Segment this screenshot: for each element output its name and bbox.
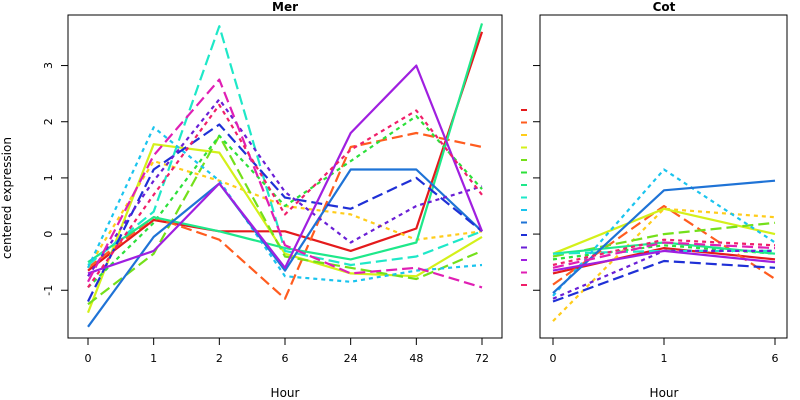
panel-cot-plot-frame bbox=[539, 14, 788, 339]
panel-mer-title: Mer bbox=[272, 0, 298, 14]
panel-cot-series-line-11 bbox=[552, 259, 776, 303]
panel-mer-series-line-13 bbox=[87, 64, 484, 275]
panel-cot-x-axis-title: Hour bbox=[650, 386, 679, 400]
panel-mer-series-line-6 bbox=[87, 114, 483, 289]
panel-mer-x-tick-label: 0 bbox=[85, 352, 92, 365]
panel-cot-series-line-10 bbox=[552, 179, 776, 294]
panel-mer-series-line-1 bbox=[87, 31, 484, 272]
y-tick-label: -1 bbox=[42, 285, 55, 296]
panel-cot-title: Cot bbox=[653, 0, 676, 14]
panel-cot-series-line-2 bbox=[552, 204, 776, 286]
panel-mer-x-tick-label: 48 bbox=[409, 352, 423, 365]
panel-cot-x-tick-label: 1 bbox=[661, 352, 668, 365]
panel-mer-series-line-15 bbox=[87, 103, 483, 289]
panel-cot-series-line-3 bbox=[552, 207, 776, 322]
panel-cot-series-line-4 bbox=[552, 207, 776, 255]
panel-mer-x-tick-label: 2 bbox=[216, 352, 223, 365]
y-tick-label: 0 bbox=[42, 231, 55, 238]
panel-mer-series-line-8 bbox=[87, 25, 483, 267]
panel-mer-series-line-5 bbox=[87, 134, 483, 306]
panel-mer-series-line-10 bbox=[87, 168, 483, 328]
panel-cot-series-line-13 bbox=[552, 249, 776, 272]
panel-cot-series-line-15 bbox=[552, 238, 776, 267]
panel-mer-series-line-9 bbox=[87, 126, 483, 283]
panel-mer-x-tick-label: 24 bbox=[344, 352, 358, 365]
panel-mer-x-tick-label: 1 bbox=[150, 352, 157, 365]
panel-mer-x-tick-label: 6 bbox=[282, 352, 289, 365]
panel-mer-series-line-14 bbox=[87, 78, 483, 289]
panel-mer: Mer 0 1 2 6 24 48 72 -1 0 1 2 3 Hour bbox=[42, 0, 503, 400]
panel-mer-x-axis-title: Hour bbox=[271, 386, 300, 400]
panel-mer-series-line-12 bbox=[87, 98, 483, 277]
panel-cot: Cot 0 1 6 Hour bbox=[533, 0, 788, 400]
panel-mer-series-line-2 bbox=[87, 131, 483, 300]
panel-cot-x-tick-label: 6 bbox=[772, 352, 779, 365]
panel-mer-x-tick-label: 72 bbox=[475, 352, 489, 365]
panel-cot-series-line-9 bbox=[552, 168, 776, 297]
legend-dash-column bbox=[521, 109, 527, 286]
panel-cot-y-axis bbox=[533, 65, 540, 291]
panel-mer-y-axis: -1 0 1 2 3 bbox=[42, 62, 68, 296]
panel-mer-series-line-11 bbox=[87, 123, 483, 302]
panel-cot-x-tick-label: 0 bbox=[550, 352, 557, 365]
panel-cot-series-group bbox=[552, 168, 776, 322]
panel-mer-series-group bbox=[86, 23, 484, 328]
y-tick-label: 2 bbox=[42, 118, 55, 125]
y-tick-label: 3 bbox=[42, 62, 55, 69]
panel-cot-series-line-14 bbox=[552, 241, 776, 269]
y-axis-title: centered expression bbox=[0, 137, 14, 259]
panel-cot-x-axis: 0 1 6 bbox=[550, 338, 779, 365]
panel-mer-x-axis: 0 1 2 6 24 48 72 bbox=[85, 338, 489, 365]
y-tick-label: 1 bbox=[42, 174, 55, 181]
panel-mer-series-line-4 bbox=[86, 143, 483, 314]
